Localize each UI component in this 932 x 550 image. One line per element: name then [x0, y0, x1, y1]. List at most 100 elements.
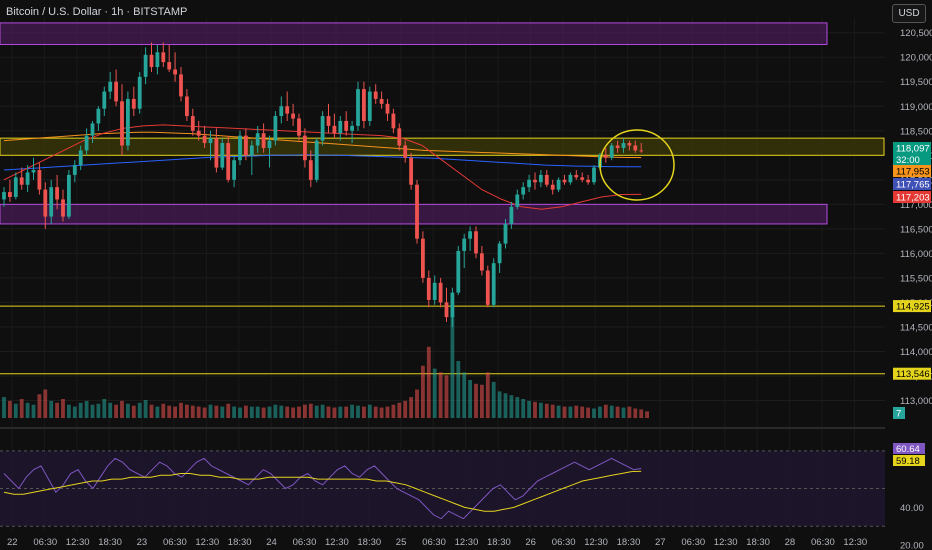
moving-average-blue — [3, 154, 642, 171]
candle-body — [49, 187, 54, 217]
time-axis-tick: 12:30 — [195, 537, 219, 548]
volume-bar — [592, 408, 596, 418]
candle-body — [421, 238, 425, 278]
price-axis-tick: 116,500 — [900, 224, 932, 235]
candle-body — [173, 69, 177, 75]
time-axis-tick: 12:30 — [584, 537, 608, 548]
price-axis-tick: 120,500 — [900, 28, 932, 39]
candle-body — [603, 155, 608, 158]
price-axis-tick: 118,500 — [900, 126, 932, 137]
annotation-circle — [599, 129, 675, 201]
volume-bar — [356, 405, 360, 418]
volume-bar — [179, 402, 183, 418]
volume-bar — [8, 400, 12, 418]
volume-bar — [244, 405, 248, 418]
price-tag-level — [893, 367, 931, 380]
volume-bar — [143, 399, 148, 418]
candle-body — [338, 120, 343, 134]
candle-body — [562, 179, 567, 183]
candle-body — [362, 89, 366, 121]
volume-bar — [232, 406, 236, 418]
volume-tag-label: 7 — [896, 409, 901, 420]
volume-bar — [226, 403, 231, 418]
candle-body — [450, 292, 455, 318]
volume-bar — [438, 372, 443, 418]
candle-body — [574, 174, 579, 178]
candle-body — [379, 98, 384, 104]
currency-button[interactable]: USD — [892, 4, 926, 23]
volume-bar — [403, 400, 408, 418]
volume-bar — [444, 375, 449, 418]
volume-bar — [480, 384, 484, 418]
candle-body — [131, 98, 136, 109]
candle-body — [114, 81, 118, 102]
time-axis-tick: 06:30 — [33, 537, 57, 548]
candle-body — [226, 143, 231, 180]
candle-body — [415, 184, 419, 239]
candle-body — [37, 170, 42, 190]
candle-body — [96, 108, 101, 124]
candle-body — [285, 106, 290, 114]
candle-body — [527, 179, 531, 188]
price-tag-label: 117,203 — [896, 193, 930, 204]
volume-bar — [326, 406, 331, 418]
volume-bar — [503, 393, 508, 418]
price-tag-label: 117,765 — [896, 180, 930, 191]
volume-bar — [308, 403, 313, 418]
volume-bar — [391, 404, 396, 418]
time-axis-tick: 12:30 — [66, 537, 90, 548]
rsi-tag — [893, 443, 925, 454]
price-tag-ma-red — [893, 191, 931, 203]
volume-bar — [426, 346, 431, 418]
candle-body — [120, 101, 124, 146]
volume-bar — [633, 408, 638, 418]
candle-body — [497, 243, 502, 264]
candle-body — [503, 223, 508, 244]
volume-bar — [362, 406, 366, 418]
volume-bar — [114, 404, 118, 418]
candle-body — [621, 143, 626, 148]
candle-body — [255, 133, 260, 146]
candle-body — [409, 157, 413, 185]
candle-body — [2, 192, 6, 200]
volume-bar — [468, 380, 472, 418]
time-axis-tick: 12:30 — [714, 537, 738, 548]
candle-body — [391, 113, 396, 129]
candle-body — [67, 174, 71, 217]
candle-body — [8, 192, 12, 197]
candle-body — [438, 282, 443, 303]
time-axis-tick: 12:30 — [843, 537, 867, 548]
volume-bar — [639, 409, 644, 418]
supply-zone — [0, 22, 828, 45]
candle-body — [326, 116, 331, 126]
candle-body — [580, 177, 585, 180]
candle-body — [249, 145, 254, 156]
candle-body — [639, 150, 644, 152]
candle-body — [474, 231, 478, 254]
volume-bar — [173, 406, 177, 418]
candle-body — [137, 76, 142, 109]
candle-body — [102, 91, 107, 109]
candle-body — [491, 263, 496, 305]
candle-body — [385, 103, 390, 114]
candle-body — [426, 277, 431, 300]
price-axis-tick: 114,000 — [900, 347, 932, 358]
candle-body — [208, 138, 213, 144]
volume-bar — [202, 407, 207, 418]
price-tag-label: 117,953 — [896, 167, 930, 178]
candle-body — [586, 179, 590, 183]
volume-bar — [19, 399, 24, 418]
candle-body — [143, 54, 148, 77]
candle-body — [25, 172, 30, 185]
volume-bar — [61, 399, 65, 418]
volume-bar — [214, 405, 219, 418]
volume-bar — [185, 404, 189, 418]
volume-bar — [397, 402, 402, 418]
time-axis-tick: 18:30 — [228, 537, 252, 548]
candle-body — [468, 231, 472, 239]
volume-bar — [544, 403, 549, 418]
price-axis-tick: 116,000 — [900, 249, 932, 260]
candle-body — [31, 170, 36, 173]
volume-bar — [102, 399, 107, 418]
